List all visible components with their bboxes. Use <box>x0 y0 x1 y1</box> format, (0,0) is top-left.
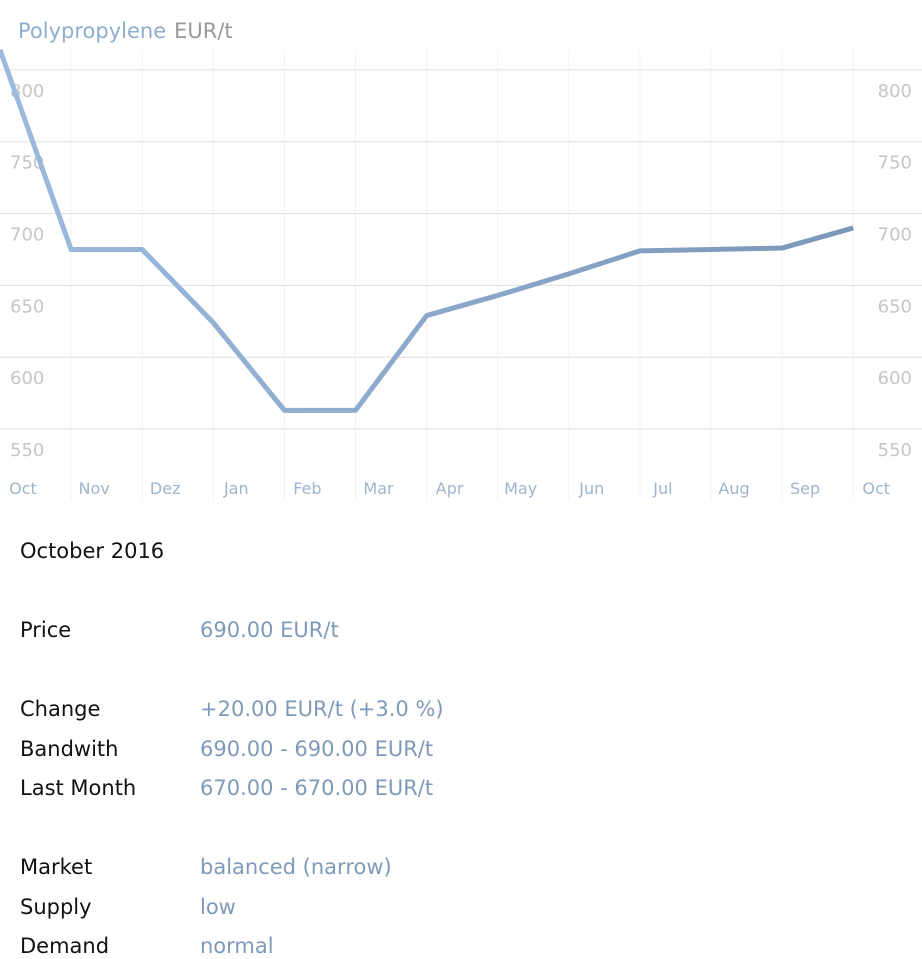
y-tick-label-left: 600 <box>10 368 44 389</box>
detail-value: 690.00 EUR/t <box>200 618 339 642</box>
x-tick-label: Oct <box>9 479 37 498</box>
detail-label: Market <box>20 855 92 879</box>
title-name: Polypropylene <box>18 19 166 43</box>
detail-label: Demand <box>20 934 109 955</box>
x-tick-label: Nov <box>78 479 109 498</box>
y-tick-label-left: 700 <box>10 225 44 246</box>
detail-label: Last Month <box>20 776 136 800</box>
detail-label: Change <box>20 697 100 721</box>
x-tick-label: Jul <box>652 479 672 498</box>
price-line <box>0 48 854 413</box>
x-tick-label: Mar <box>363 479 394 498</box>
detail-value: balanced (narrow) <box>200 855 392 879</box>
x-tick-label: Dez <box>150 479 181 498</box>
detail-value: 670.00 - 670.00 EUR/t <box>200 776 433 800</box>
x-tick-label: Feb <box>293 479 321 498</box>
y-tick-label-right: 800 <box>878 81 912 102</box>
y-tick-label-right: 600 <box>878 368 912 389</box>
detail-value: 690.00 - 690.00 EUR/t <box>200 737 433 761</box>
detail-value: normal <box>200 934 274 955</box>
detail-value: +20.00 EUR/t (+3.0 %) <box>200 697 444 721</box>
y-tick-label-left: 550 <box>10 440 44 461</box>
x-tick-label: May <box>504 479 537 498</box>
detail-label: Bandwith <box>20 737 118 761</box>
y-tick-label-left: 750 <box>10 153 44 174</box>
x-tick-label: Jan <box>223 479 249 498</box>
y-tick-label-left: 650 <box>10 296 44 317</box>
title-unit: EUR/t <box>174 19 233 43</box>
y-tick-label-right: 550 <box>878 440 912 461</box>
x-tick-label: Oct <box>862 479 890 498</box>
detail-label: Supply <box>20 895 92 919</box>
x-tick-label: Jun <box>578 479 604 498</box>
y-tick-label-right: 700 <box>878 225 912 246</box>
detail-label: Price <box>20 618 71 642</box>
x-tick-label: Aug <box>718 479 749 498</box>
chart-title: Polypropylene EUR/t <box>18 19 233 43</box>
y-tick-label-right: 650 <box>878 296 912 317</box>
x-tick-label: Apr <box>436 479 464 498</box>
detail-value: low <box>200 895 236 919</box>
y-tick-label-right: 750 <box>878 153 912 174</box>
details-title: October 2016 <box>20 539 164 563</box>
x-tick-label: Sep <box>790 479 820 498</box>
